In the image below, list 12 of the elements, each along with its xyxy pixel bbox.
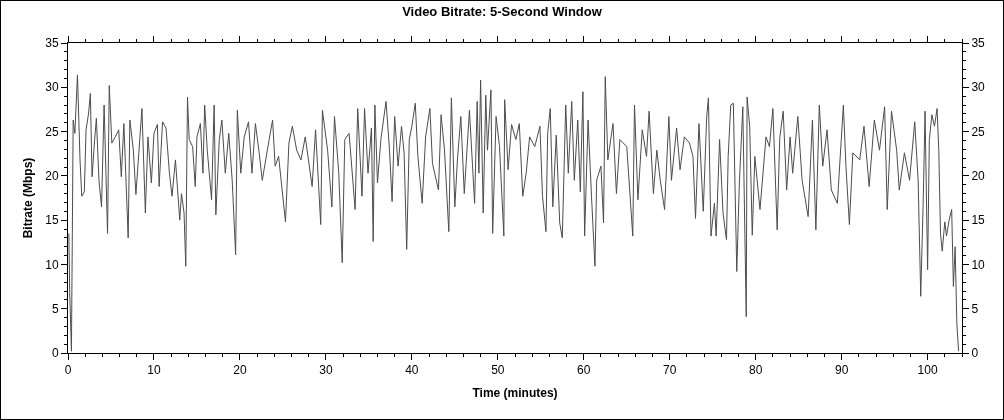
y2-tick-label: 30 — [971, 80, 986, 95]
y2-tick-label: 10 — [971, 257, 986, 272]
y2-tick-label: 20 — [971, 169, 986, 184]
x-tick-label: 90 — [834, 363, 849, 378]
x-tick-label: 70 — [663, 363, 677, 378]
y2-tick-label: 35 — [971, 36, 986, 51]
x-tick-label: 100 — [917, 363, 938, 378]
y2-tick-label: 0 — [971, 346, 979, 361]
y2-tick-label: 5 — [971, 301, 979, 316]
y2-tick-label: 25 — [971, 124, 986, 139]
y2-tick-label: 15 — [971, 213, 986, 228]
x-tick-label: 80 — [749, 363, 763, 378]
